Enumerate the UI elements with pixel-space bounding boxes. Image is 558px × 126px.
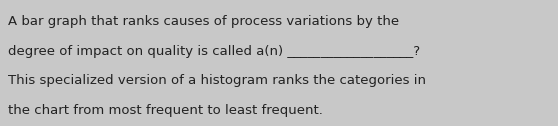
Text: A bar graph that ranks causes of process variations by the: A bar graph that ranks causes of process… xyxy=(8,15,400,28)
Text: the chart from most frequent to least frequent.: the chart from most frequent to least fr… xyxy=(8,104,323,117)
Text: degree of impact on quality is called a(n) ___________________?: degree of impact on quality is called a(… xyxy=(8,45,421,58)
Text: This specialized version of a histogram ranks the categories in: This specialized version of a histogram … xyxy=(8,74,426,87)
